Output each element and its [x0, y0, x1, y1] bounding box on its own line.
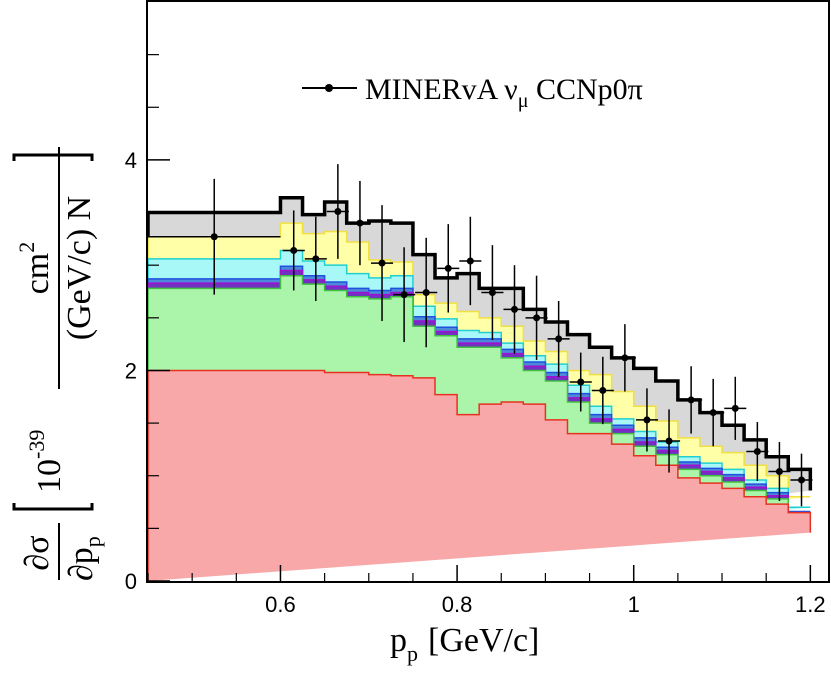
data-point — [635, 388, 658, 452]
data-marker — [775, 468, 783, 476]
data-point — [503, 265, 526, 354]
data-marker — [621, 354, 629, 362]
y-axis-title: ∂σ ∂pp 10-39 cm2 (GeV/c) N — [12, 147, 105, 581]
y-tick-label: 2 — [125, 358, 137, 383]
data-marker — [599, 386, 607, 394]
data-point — [415, 237, 438, 348]
axis-ticks: 0.6 0.8 1 1.2 0 2 4 — [125, 54, 826, 617]
data-marker — [643, 416, 651, 424]
data-point — [702, 378, 725, 447]
data-marker — [510, 305, 518, 313]
data-marker — [488, 289, 496, 297]
data-marker — [731, 404, 739, 412]
y-title-frac-num-sup: 2 — [14, 242, 39, 253]
data-marker — [577, 378, 585, 386]
y-title-left-bracket — [12, 503, 94, 511]
data-point — [437, 224, 460, 313]
y-title-partial-bottom: ∂pp — [63, 536, 105, 581]
legend-label: MINERvA νμ CCNp0π — [365, 73, 643, 112]
data-marker — [334, 207, 342, 215]
data-marker — [210, 233, 218, 241]
x-tick-label: 0.6 — [265, 592, 296, 617]
data-marker — [444, 264, 452, 272]
data-point — [569, 352, 592, 412]
legend-label-sub: μ — [518, 90, 529, 112]
x-tick-label: 1.2 — [795, 592, 826, 617]
data-point — [547, 300, 570, 377]
data-point — [591, 356, 614, 425]
data-point — [746, 422, 769, 481]
data-point — [393, 247, 416, 343]
y-title-partial-top: ∂σ — [19, 535, 56, 570]
data-marker — [290, 246, 298, 254]
y-title-frac-num: cm2 — [14, 242, 56, 295]
x-axis-title-sub: p — [407, 641, 418, 666]
data-point — [680, 366, 703, 434]
data-point — [613, 324, 636, 392]
data-point — [326, 164, 349, 259]
data-point — [525, 275, 548, 360]
data-marker — [665, 437, 673, 445]
x-tick-label: 0.8 — [442, 592, 473, 617]
y-title-right-bracket — [12, 153, 94, 161]
data-marker — [555, 335, 563, 343]
data-points — [148, 164, 813, 507]
data-marker — [687, 396, 695, 404]
data-marker — [378, 259, 386, 267]
mc-stack-band — [147, 369, 812, 581]
y-title-scale-exp: -39 — [24, 430, 49, 459]
data-point — [282, 210, 305, 291]
data-marker — [312, 255, 320, 263]
data-point — [481, 245, 504, 340]
data-point — [348, 180, 371, 266]
data-marker — [753, 448, 761, 456]
y-tick-label: 4 — [125, 148, 137, 173]
plot-frame — [146, 0, 830, 583]
y-title-frac-den: (GeV/c) N — [61, 196, 98, 340]
data-marker — [422, 289, 430, 297]
data-point — [658, 409, 681, 473]
data-point — [304, 216, 327, 301]
y-title-partial-bottom-sub: p — [80, 536, 105, 547]
y-tick-label: 0 — [125, 569, 137, 594]
y-title-scale: 10-39 — [24, 430, 68, 493]
data-point — [768, 442, 791, 501]
x-axis-title-unit: [GeV/c] — [428, 622, 539, 659]
x-axis-title: pp [GeV/c] — [390, 622, 539, 666]
data-marker — [709, 409, 717, 417]
legend: MINERvA νμ CCNp0π — [302, 73, 643, 112]
data-point — [148, 178, 281, 295]
mc-stack — [146, 196, 813, 581]
data-point — [724, 376, 747, 440]
data-point — [459, 216, 482, 306]
data-marker — [533, 314, 541, 322]
data-marker — [400, 291, 408, 299]
data-marker — [356, 219, 364, 227]
data-marker — [798, 476, 806, 484]
legend-label-suffix: CCNp0π — [528, 73, 642, 106]
data-marker — [466, 257, 474, 265]
legend-marker-point — [325, 84, 333, 92]
data-point — [790, 453, 813, 507]
x-tick-label: 1 — [628, 592, 640, 617]
data-point — [370, 205, 394, 321]
